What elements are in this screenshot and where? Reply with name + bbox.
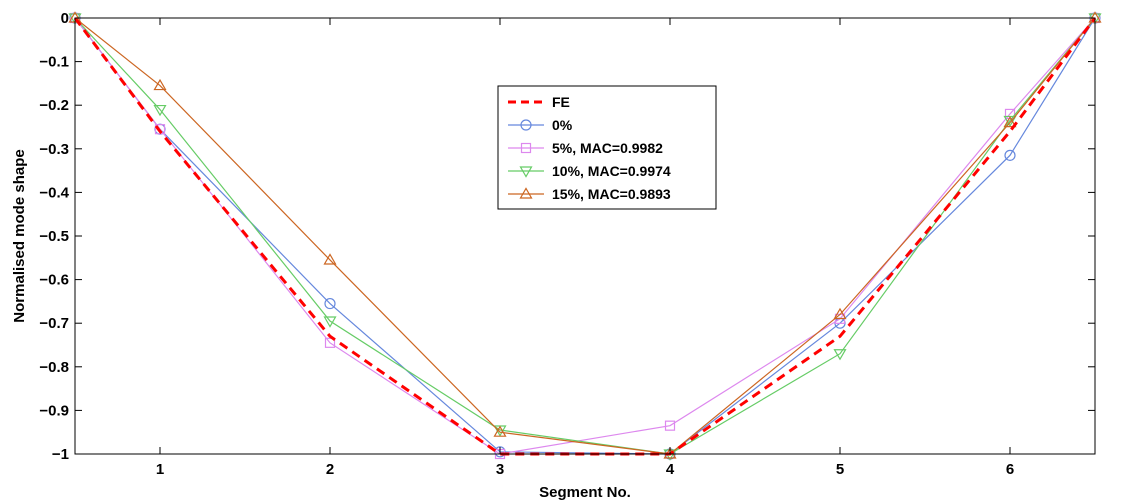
data-point <box>324 337 336 348</box>
x-tick-label: 2 <box>326 461 334 478</box>
legend-marker <box>519 187 533 199</box>
x-tick-label: 1 <box>156 461 164 478</box>
series-line <box>74 17 1096 455</box>
series-2 <box>69 12 1101 460</box>
data-point <box>664 420 676 431</box>
legend-marker <box>519 166 533 178</box>
y-tick-label: −0.5 <box>39 228 69 245</box>
data-point <box>68 13 82 25</box>
legend-label: FE <box>552 94 570 110</box>
data-point <box>153 78 167 91</box>
legend-marker <box>520 119 532 131</box>
y-tick-label: −0.1 <box>39 54 69 71</box>
data-point <box>1003 115 1017 128</box>
x-tick-label: 5 <box>836 461 844 478</box>
data-point <box>1088 13 1102 25</box>
plot-area-frame <box>74 17 1096 455</box>
data-point <box>323 253 337 265</box>
series-line <box>74 17 1096 455</box>
legend-label: 0% <box>552 117 573 133</box>
data-point <box>1004 149 1016 161</box>
series-line <box>73 17 1097 456</box>
data-point <box>1004 108 1016 120</box>
y-tick-label: −0.4 <box>39 184 69 201</box>
legend-label: 5%, MAC=0.9982 <box>552 140 663 156</box>
y-tick-label: 0 <box>61 10 69 27</box>
x-tick-label: 3 <box>496 461 504 478</box>
y-tick-label: −0.3 <box>39 141 69 158</box>
data-point <box>323 316 337 328</box>
legend-label: 10%, MAC=0.9974 <box>552 163 671 179</box>
y-tick-label: −0.9 <box>39 402 69 419</box>
series-line <box>74 17 1096 455</box>
data-point <box>833 349 847 361</box>
legend-marker <box>520 142 532 154</box>
x-tick-label: 6 <box>1006 461 1014 478</box>
y-tick-label: −0.2 <box>39 97 69 114</box>
series-3 <box>68 13 1102 461</box>
series-layer <box>68 11 1102 461</box>
legend: FE 0% 5%, MAC=0.9982 10%, MAC=0.9974 15%, MA… <box>497 85 717 210</box>
data-point <box>833 307 847 320</box>
series-line <box>74 17 1096 455</box>
y-axis-label: Normalised mode shape <box>11 149 28 322</box>
series-1 <box>69 12 1101 460</box>
series-4 <box>68 11 1102 459</box>
data-point <box>493 425 507 437</box>
axis-ticks: 1 2 3 4 5 6 0 −0.1 −0.2 −0.3 −0.4 −0.5 −0.6 −0.7 −0.8 −… <box>39 10 1095 478</box>
series-0 <box>73 17 1097 456</box>
x-axis-label: Segment No. <box>539 484 631 501</box>
data-point <box>324 297 336 310</box>
legend-label: 15%, MAC=0.9893 <box>552 186 671 202</box>
y-tick-label: −0.8 <box>39 359 69 376</box>
y-tick-label: −1 <box>52 446 69 463</box>
y-tick-label: −0.6 <box>39 272 69 289</box>
y-tick-label: −0.7 <box>39 315 69 332</box>
x-tick-label: 4 <box>666 461 675 478</box>
data-point <box>153 104 167 117</box>
